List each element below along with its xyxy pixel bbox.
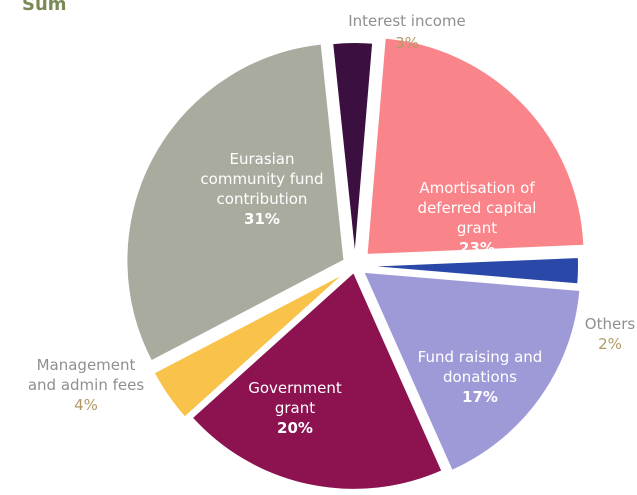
pie-percent-management: 4%	[74, 396, 98, 414]
pie-slice-management	[152, 270, 348, 419]
pie-label-eurasian-line-1: Eurasian	[229, 150, 294, 168]
pie-slice-others	[360, 255, 580, 286]
pie-label-interest-line-1: Interest income	[348, 12, 466, 30]
pie-slice-amortisation	[365, 36, 586, 256]
pie-label-amortisation-line-1: Amortisation of	[419, 179, 535, 197]
pie-slice-fund-raising	[361, 270, 582, 473]
pie-label-fund-raising-line-2: donations	[443, 368, 517, 386]
pie-labels: Interest income 3% Amortisation of deferred…	[28, 12, 636, 437]
pie-percent-government: 20%	[277, 419, 313, 437]
pie-label-fund-raising-line-1: Fund raising and	[418, 348, 543, 366]
pie-percent-eurasian: 31%	[244, 210, 280, 228]
pie-slice-government	[190, 270, 444, 491]
pie-slices	[125, 36, 586, 491]
pie-label-others-line-1: Others	[585, 315, 636, 333]
pie-label-eurasian-line-3: contribution	[217, 190, 308, 208]
pie-label-management-line-2: and admin fees	[28, 376, 144, 394]
pie-percent-others: 2%	[598, 335, 622, 353]
pie-label-government-line-2: grant	[275, 399, 315, 417]
pie-slice-eurasian	[125, 42, 346, 363]
pie-label-management-line-1: Management	[37, 356, 136, 374]
pie-label-amortisation-line-3: grant	[457, 219, 497, 237]
pie-percent-amortisation: 23%	[459, 239, 495, 257]
pie-label-eurasian-line-2: community fund	[200, 170, 323, 188]
pie-percent-interest: 3%	[395, 34, 419, 52]
pie-slice-interest	[331, 41, 375, 261]
pie-label-amortisation-line-2: deferred capital	[418, 199, 537, 217]
pie-label-government-line-1: Government	[248, 379, 342, 397]
chart-title-fragment: Sum	[22, 0, 67, 15]
pie-percent-fund-raising: 17%	[462, 388, 498, 406]
